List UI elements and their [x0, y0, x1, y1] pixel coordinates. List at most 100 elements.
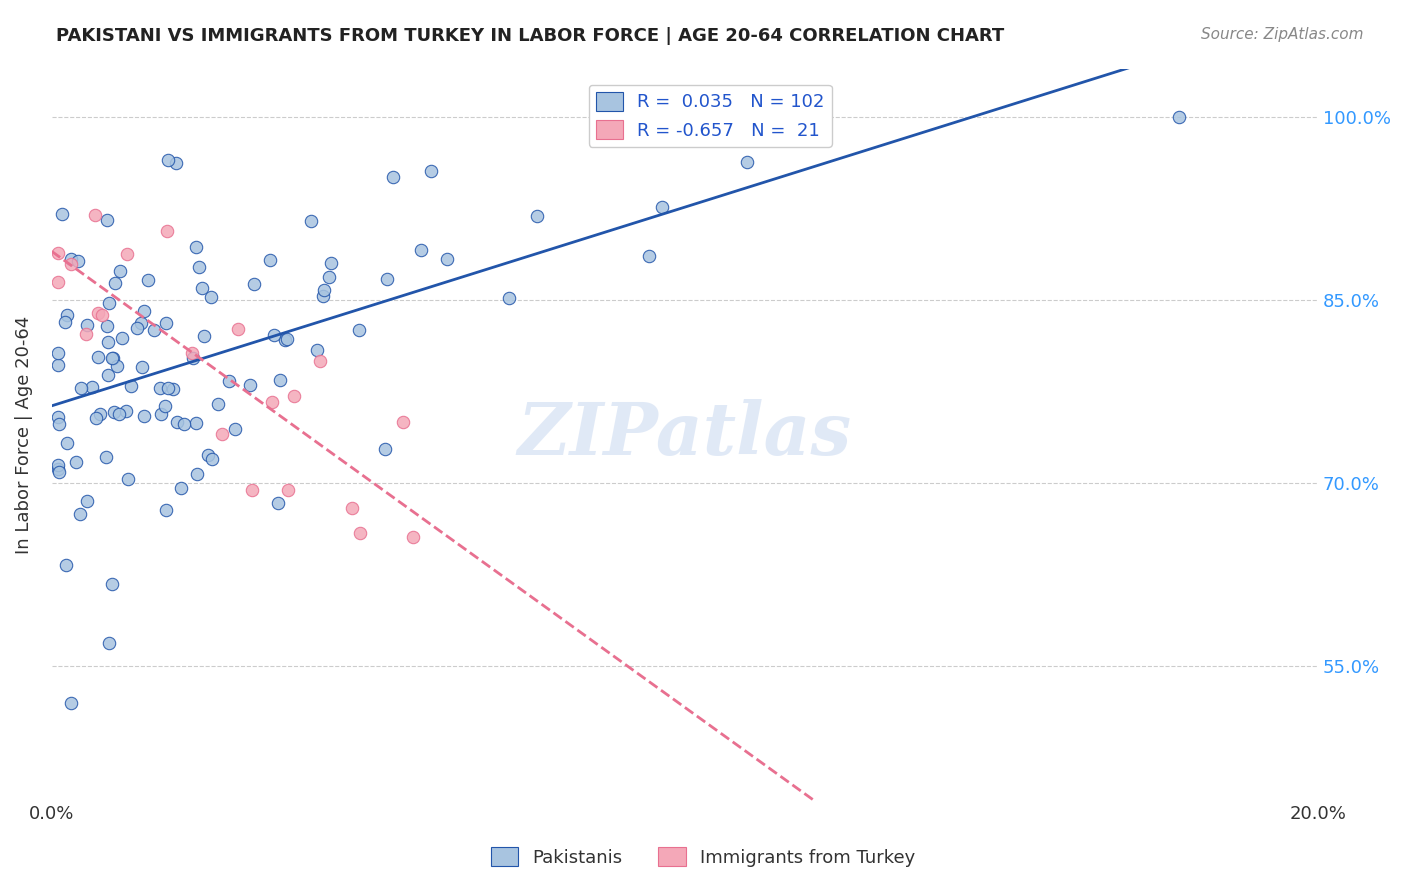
Point — [59, 696, 82, 710]
Point — [498, 291, 520, 305]
Point — [51, 206, 73, 220]
Point — [267, 496, 290, 510]
Point — [193, 329, 215, 343]
Point — [65, 455, 87, 469]
Point — [136, 273, 159, 287]
Point — [84, 411, 107, 425]
Point — [166, 416, 188, 430]
Point — [114, 403, 136, 417]
Point — [374, 442, 396, 457]
Legend: R =  0.035   N = 102, R = -0.657   N =  21: R = 0.035 N = 102, R = -0.657 N = 21 — [589, 85, 832, 147]
Point — [181, 345, 204, 359]
Point — [76, 318, 98, 333]
Point — [314, 283, 336, 297]
Point — [80, 379, 103, 393]
Point — [259, 253, 281, 268]
Point — [97, 368, 120, 382]
Point — [46, 346, 69, 360]
Point — [149, 381, 172, 395]
Point — [308, 353, 330, 368]
Point — [170, 481, 193, 495]
Point — [75, 326, 97, 341]
Point — [98, 636, 121, 650]
Point — [89, 407, 111, 421]
Point — [349, 323, 371, 337]
Point — [735, 155, 758, 169]
Point — [156, 381, 179, 395]
Point — [132, 304, 155, 318]
Point — [1167, 111, 1189, 125]
Point — [103, 405, 125, 419]
Point — [283, 389, 305, 403]
Point — [186, 467, 208, 482]
Point — [239, 378, 262, 392]
Point — [132, 409, 155, 423]
Point — [96, 319, 118, 334]
Point — [263, 328, 285, 343]
Point — [274, 333, 297, 347]
Point — [392, 415, 415, 429]
Point — [409, 243, 432, 257]
Point — [53, 315, 76, 329]
Point — [277, 483, 299, 497]
Point — [69, 507, 91, 521]
Point — [269, 373, 291, 387]
Text: PAKISTANI VS IMMIGRANTS FROM TURKEY IN LABOR FORCE | AGE 20-64 CORRELATION CHART: PAKISTANI VS IMMIGRANTS FROM TURKEY IN L… — [56, 27, 1004, 45]
Point — [46, 458, 69, 473]
Point — [311, 289, 333, 303]
Point — [96, 213, 118, 227]
Point — [342, 500, 364, 515]
Point — [150, 407, 173, 421]
Point — [226, 322, 249, 336]
Point — [107, 359, 129, 373]
Point — [66, 253, 89, 268]
Point — [165, 156, 187, 170]
Point — [70, 381, 93, 395]
Point — [127, 321, 149, 335]
Point — [201, 452, 224, 467]
Point — [173, 417, 195, 431]
Point — [319, 256, 342, 270]
Point — [117, 472, 139, 486]
Point — [59, 252, 82, 267]
Point — [108, 408, 131, 422]
Point — [111, 331, 134, 345]
Point — [318, 270, 340, 285]
Legend: Pakistanis, Immigrants from Turkey: Pakistanis, Immigrants from Turkey — [484, 840, 922, 874]
Point — [46, 246, 69, 260]
Point — [162, 383, 184, 397]
Point — [97, 296, 120, 310]
Point — [526, 209, 548, 223]
Point — [197, 448, 219, 462]
Point — [305, 343, 328, 357]
Point — [638, 249, 661, 263]
Text: Source: ZipAtlas.com: Source: ZipAtlas.com — [1201, 27, 1364, 42]
Point — [87, 306, 110, 320]
Point — [48, 465, 70, 479]
Point — [242, 483, 264, 497]
Point — [101, 351, 124, 366]
Point — [184, 240, 207, 254]
Point — [200, 290, 222, 304]
Y-axis label: In Labor Force | Age 20-64: In Labor Force | Age 20-64 — [15, 316, 32, 554]
Point — [181, 351, 204, 365]
Point — [218, 375, 240, 389]
Point — [46, 275, 69, 289]
Point — [402, 530, 425, 544]
Point — [191, 281, 214, 295]
Point — [156, 225, 179, 239]
Point — [436, 252, 458, 266]
Point — [381, 170, 404, 185]
Point — [207, 397, 229, 411]
Point — [243, 277, 266, 291]
Point — [76, 493, 98, 508]
Point — [651, 200, 673, 214]
Point — [60, 257, 83, 271]
Point — [224, 422, 246, 436]
Point — [86, 350, 108, 364]
Point — [299, 213, 322, 227]
Point — [419, 164, 441, 178]
Point — [84, 208, 107, 222]
Point — [55, 558, 77, 573]
Point — [96, 450, 118, 464]
